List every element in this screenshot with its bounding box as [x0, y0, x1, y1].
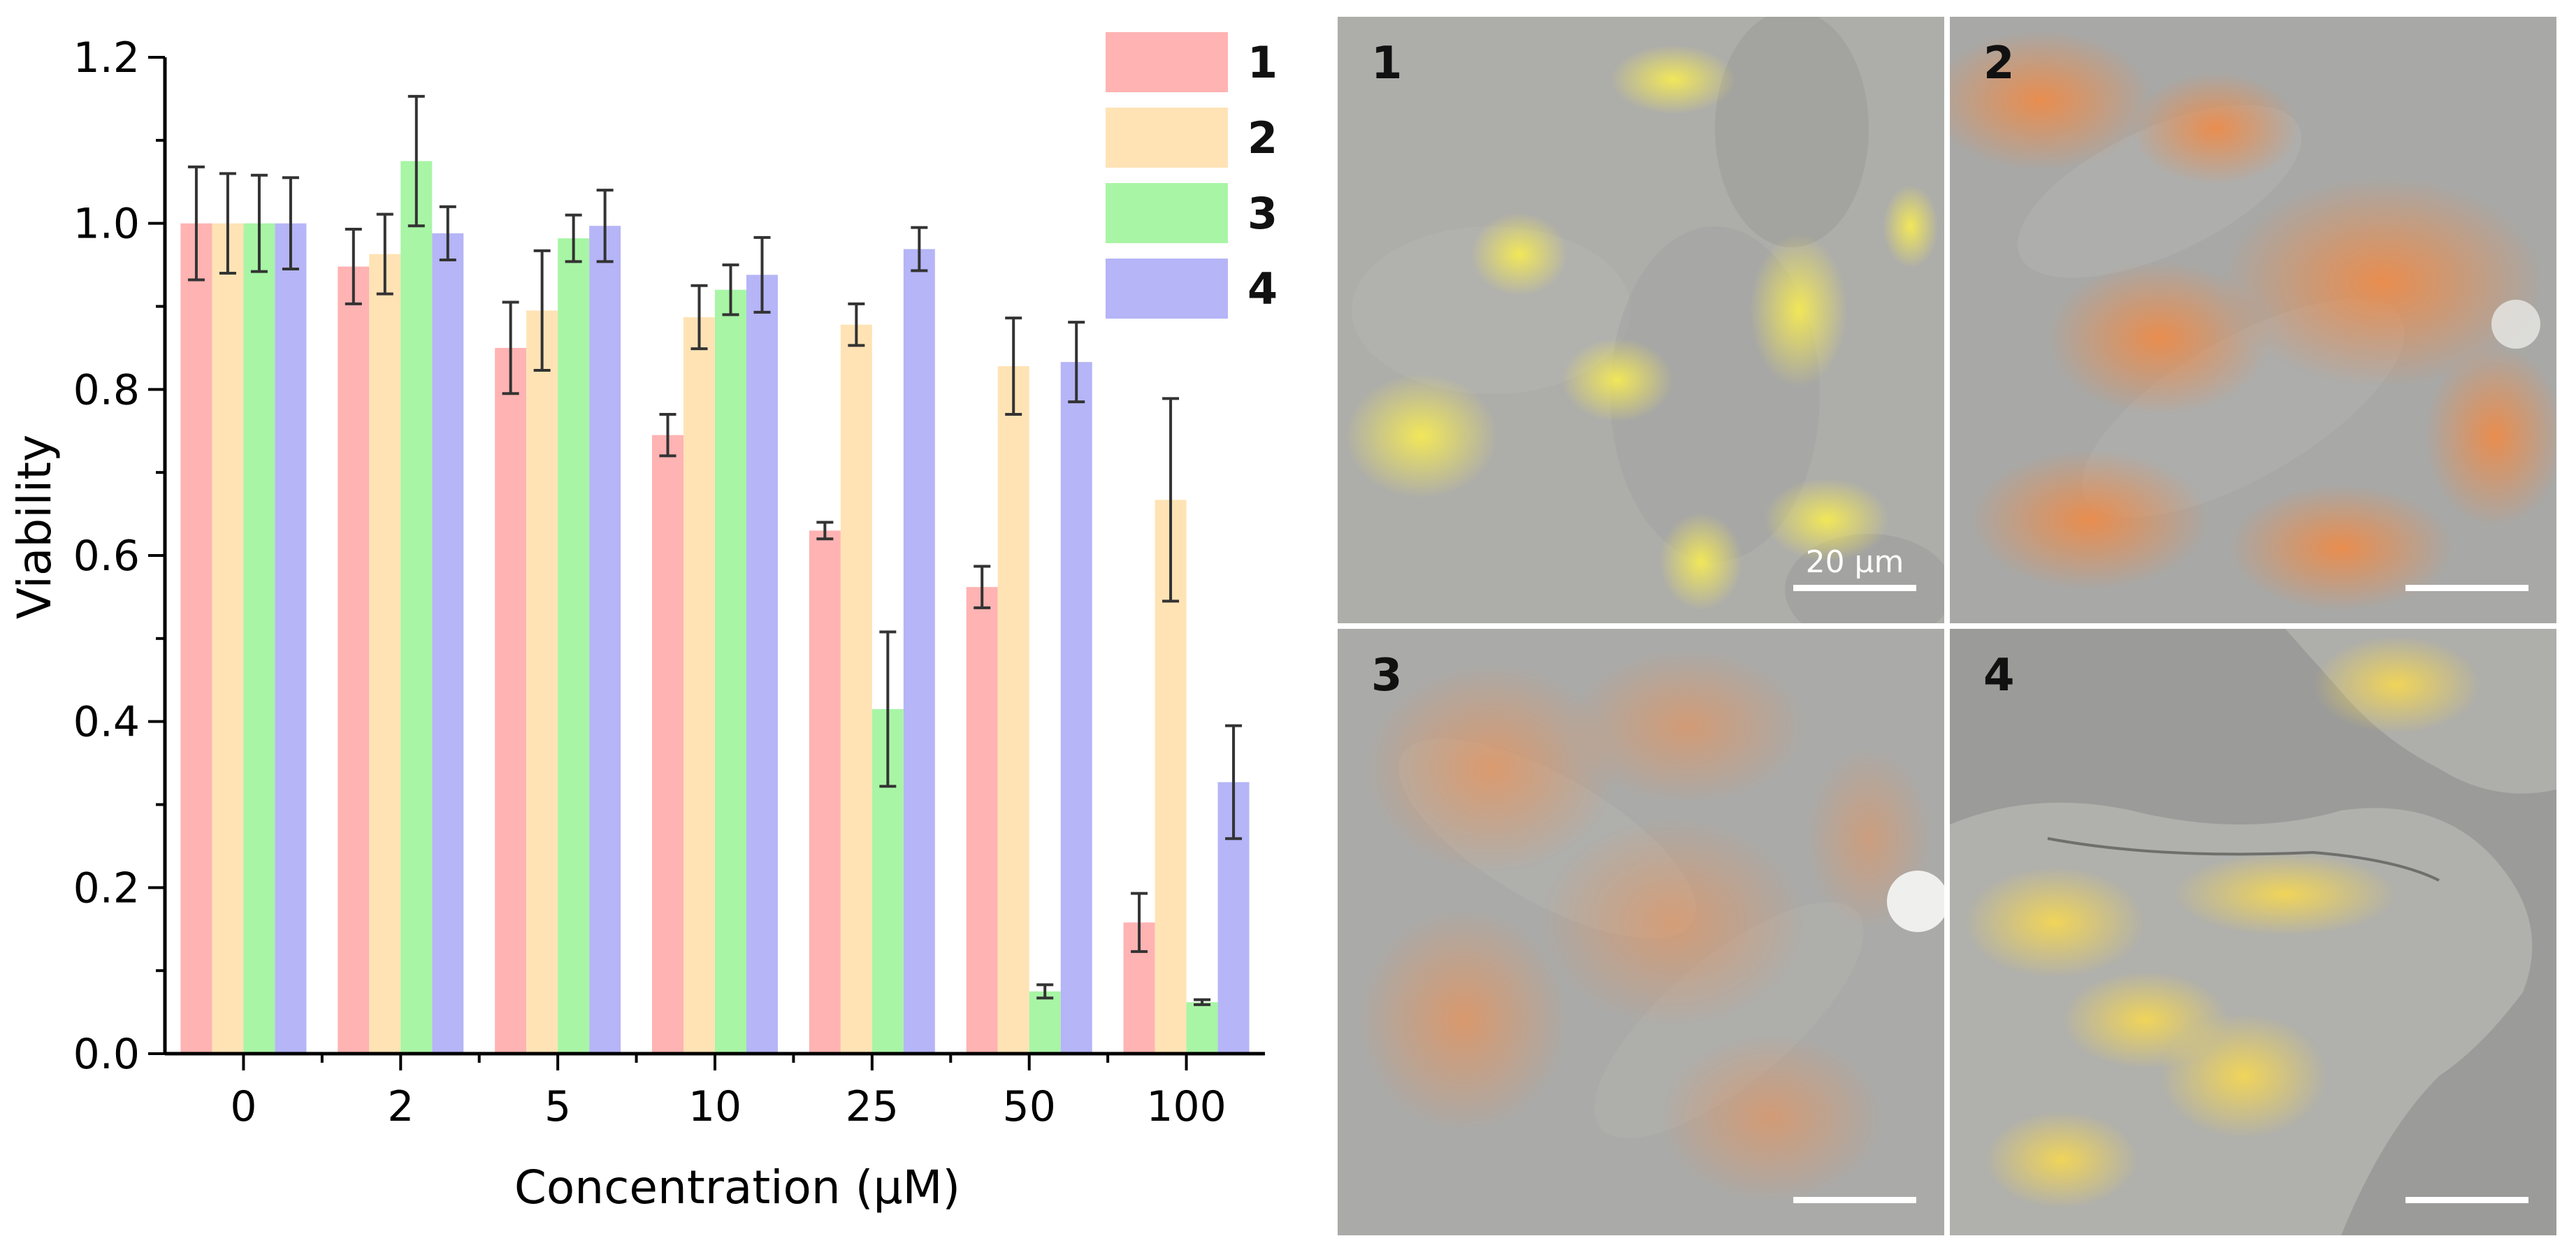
bar-series-1-conc-5	[495, 347, 527, 1054]
bar-series-1-conc-50	[966, 587, 998, 1054]
panel-label-3: 3	[1371, 650, 1403, 702]
error-bar-series-2-conc-50	[1005, 317, 1022, 416]
y-tick-label: 0.2	[73, 864, 140, 913]
x-tick-label: 100	[1146, 1082, 1227, 1131]
bar-series-1-conc-25	[809, 530, 841, 1054]
error-bar-series-4-conc-2	[439, 205, 456, 261]
legend-swatch-3	[1106, 183, 1228, 243]
bar-series-2-conc-25	[840, 324, 872, 1054]
micrograph-panel-1: 1 20 μm	[1338, 17, 1944, 623]
bar-series-4-conc-25	[903, 249, 935, 1054]
x-tick-label: 10	[688, 1082, 741, 1131]
bar-series-3-conc-100	[1186, 1002, 1218, 1054]
micrograph-image-1	[1338, 17, 1944, 623]
error-bar-series-3-conc-100	[1194, 998, 1211, 1006]
scale-bar-2	[2405, 585, 2528, 591]
scale-bar-3	[1793, 1197, 1916, 1203]
legend-swatch-1	[1106, 32, 1228, 92]
x-tick-label: 50	[1003, 1082, 1056, 1131]
x-tick-label: 5	[544, 1082, 571, 1131]
bars-layer	[180, 94, 1250, 1054]
micrograph-image-2	[1950, 17, 2556, 623]
error-bar-series-1-conc-2	[345, 227, 362, 305]
legend: 1 2 3 4	[1106, 32, 1278, 319]
y-tick-label: 0.6	[73, 532, 140, 581]
bar-series-2-conc-0	[212, 223, 244, 1054]
y-axis-title: Viability	[8, 435, 61, 619]
error-bar-series-4-conc-5	[596, 189, 614, 263]
panel-label-4: 4	[1983, 650, 2015, 702]
scale-bar-label: 20 μm	[1805, 544, 1904, 580]
error-bar-series-2-conc-25	[848, 302, 865, 347]
error-bar-series-3-conc-10	[722, 263, 739, 317]
error-bar-series-4-conc-25	[911, 226, 928, 272]
bar-series-1-conc-0	[180, 223, 212, 1054]
error-bar-series-1-conc-25	[816, 521, 834, 541]
micrograph-panel-2: 2	[1950, 17, 2556, 623]
bar-series-3-conc-0	[243, 223, 275, 1054]
error-bar-series-1-conc-100	[1131, 892, 1148, 953]
bar-series-1-conc-2	[338, 266, 370, 1054]
bar-series-2-conc-5	[526, 310, 558, 1054]
error-bar-series-2-conc-5	[533, 249, 551, 372]
x-tick-label: 0	[230, 1082, 256, 1131]
bar-series-2-conc-50	[997, 366, 1029, 1054]
bar-series-4-conc-0	[275, 223, 307, 1054]
bar-series-1-conc-10	[652, 435, 683, 1054]
error-bar-series-4-conc-0	[282, 176, 299, 271]
error-bar-series-1-conc-0	[187, 165, 205, 282]
bar-series-4-conc-10	[746, 275, 778, 1054]
y-tick-label: 1.0	[73, 200, 140, 249]
legend-label-4: 4	[1247, 263, 1278, 314]
error-bar-series-2-conc-0	[219, 172, 236, 275]
legend-label-1: 1	[1247, 37, 1278, 88]
bar-series-3-conc-50	[1029, 991, 1061, 1054]
bar-series-2-conc-10	[683, 317, 715, 1054]
error-bar-series-2-conc-2	[376, 212, 393, 296]
y-tick-label: 0.4	[73, 698, 140, 747]
error-bar-series-1-conc-5	[502, 300, 519, 395]
x-axis-title: Concentration (μM)	[514, 1161, 960, 1214]
bar-series-3-conc-10	[715, 289, 746, 1054]
error-bar-series-2-conc-10	[690, 284, 708, 351]
y-tick-label: 0.8	[73, 365, 140, 414]
error-bar-series-1-conc-10	[659, 412, 676, 458]
x-tick-label: 2	[387, 1082, 414, 1131]
micrograph-panel-4: 4	[1950, 629, 2556, 1235]
y-tick-label: 0.0	[73, 1030, 140, 1079]
scale-bar-1	[1793, 585, 1916, 591]
y-tick-label: 1.2	[73, 34, 140, 82]
micrograph-panel-3: 3	[1338, 629, 1944, 1235]
error-bar-series-3-conc-50	[1036, 983, 1054, 1000]
micrograph-image-4	[1950, 629, 2556, 1235]
error-bar-series-3-conc-5	[565, 213, 582, 263]
bar-series-4-conc-5	[589, 226, 621, 1054]
error-bar-series-4-conc-10	[753, 235, 771, 314]
legend-label-2: 2	[1247, 112, 1278, 163]
bar-series-3-conc-5	[558, 238, 590, 1054]
scale-bar-4	[2405, 1197, 2528, 1203]
panel-label-1: 1	[1371, 38, 1403, 89]
x-tick-label: 25	[846, 1082, 899, 1131]
error-bar-series-1-conc-50	[974, 565, 991, 609]
micrograph-image-3	[1338, 629, 1944, 1235]
error-bar-series-3-conc-2	[407, 94, 425, 228]
error-bar-series-2-conc-100	[1162, 397, 1180, 603]
error-bar-series-3-conc-25	[879, 630, 897, 788]
bar-series-4-conc-50	[1060, 362, 1092, 1054]
error-bar-series-4-conc-50	[1068, 321, 1085, 404]
bar-series-3-conc-2	[400, 161, 433, 1054]
error-bar-series-3-conc-0	[250, 173, 268, 273]
bar-series-2-conc-2	[369, 254, 401, 1054]
legend-label-3: 3	[1247, 188, 1278, 239]
error-bar-series-4-conc-100	[1225, 724, 1243, 841]
legend-swatch-2	[1106, 108, 1228, 168]
legend-swatch-4	[1106, 259, 1228, 319]
panel-label-2: 2	[1983, 38, 2015, 89]
bar-series-4-conc-2	[432, 233, 464, 1054]
